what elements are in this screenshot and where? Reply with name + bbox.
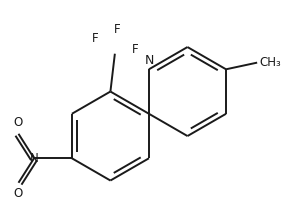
Text: F: F xyxy=(131,43,138,56)
Text: N: N xyxy=(30,152,38,165)
Text: CH₃: CH₃ xyxy=(260,56,281,69)
Text: N: N xyxy=(144,54,154,67)
Text: O: O xyxy=(14,116,23,129)
Text: F: F xyxy=(114,23,121,36)
Text: O: O xyxy=(14,187,23,200)
Text: F: F xyxy=(92,32,98,45)
